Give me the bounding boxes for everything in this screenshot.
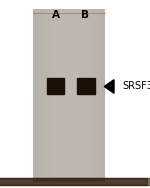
Polygon shape (104, 80, 114, 93)
Text: SRSF3: SRSF3 (122, 81, 150, 92)
Bar (0, 178, 150, 185)
Text: A: A (51, 10, 60, 20)
Bar (47, 79, 64, 95)
Bar (0, 178, 147, 185)
Bar (76, 79, 94, 95)
Text: B: B (81, 10, 90, 20)
